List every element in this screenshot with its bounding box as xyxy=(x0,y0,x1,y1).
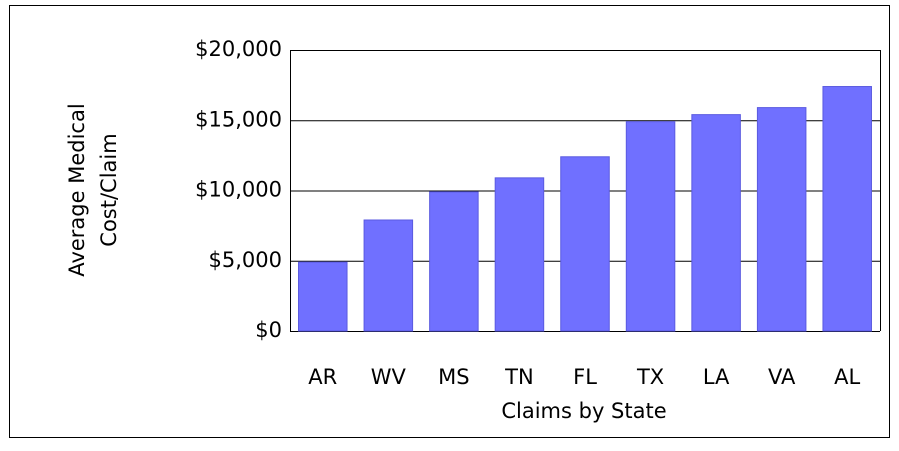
x-axis-title: Claims by State xyxy=(501,399,666,423)
x-tick-label: VA xyxy=(768,365,796,389)
bar xyxy=(494,177,545,332)
x-tick-label: WV xyxy=(371,365,407,389)
y-axis-title-line: Average Medical xyxy=(65,103,89,276)
y-axis-title: Average Medical Cost/Claim xyxy=(65,103,121,276)
y-tick-label: $20,000 xyxy=(195,37,282,61)
x-tick-label: FL xyxy=(573,365,597,389)
bar xyxy=(822,86,872,332)
x-tick-label: TX xyxy=(636,365,664,389)
x-tick-label: MS xyxy=(438,365,469,389)
bar xyxy=(691,114,741,332)
x-tick-label: TN xyxy=(504,365,534,389)
bar xyxy=(560,156,610,332)
y-tick-label: $5,000 xyxy=(209,248,282,272)
y-axis-title-line: Cost/Claim xyxy=(97,133,121,246)
bar xyxy=(756,107,807,332)
x-tick-label: AR xyxy=(308,365,337,389)
bar xyxy=(429,191,479,332)
x-tick-label: LA xyxy=(703,365,730,389)
bar xyxy=(363,219,414,332)
x-tick-label: AL xyxy=(834,365,860,389)
bar xyxy=(298,261,348,332)
y-tick-label: $0 xyxy=(255,318,282,342)
y-tick-label: $10,000 xyxy=(195,178,282,202)
y-tick-label: $15,000 xyxy=(195,107,282,131)
bar xyxy=(625,121,676,332)
